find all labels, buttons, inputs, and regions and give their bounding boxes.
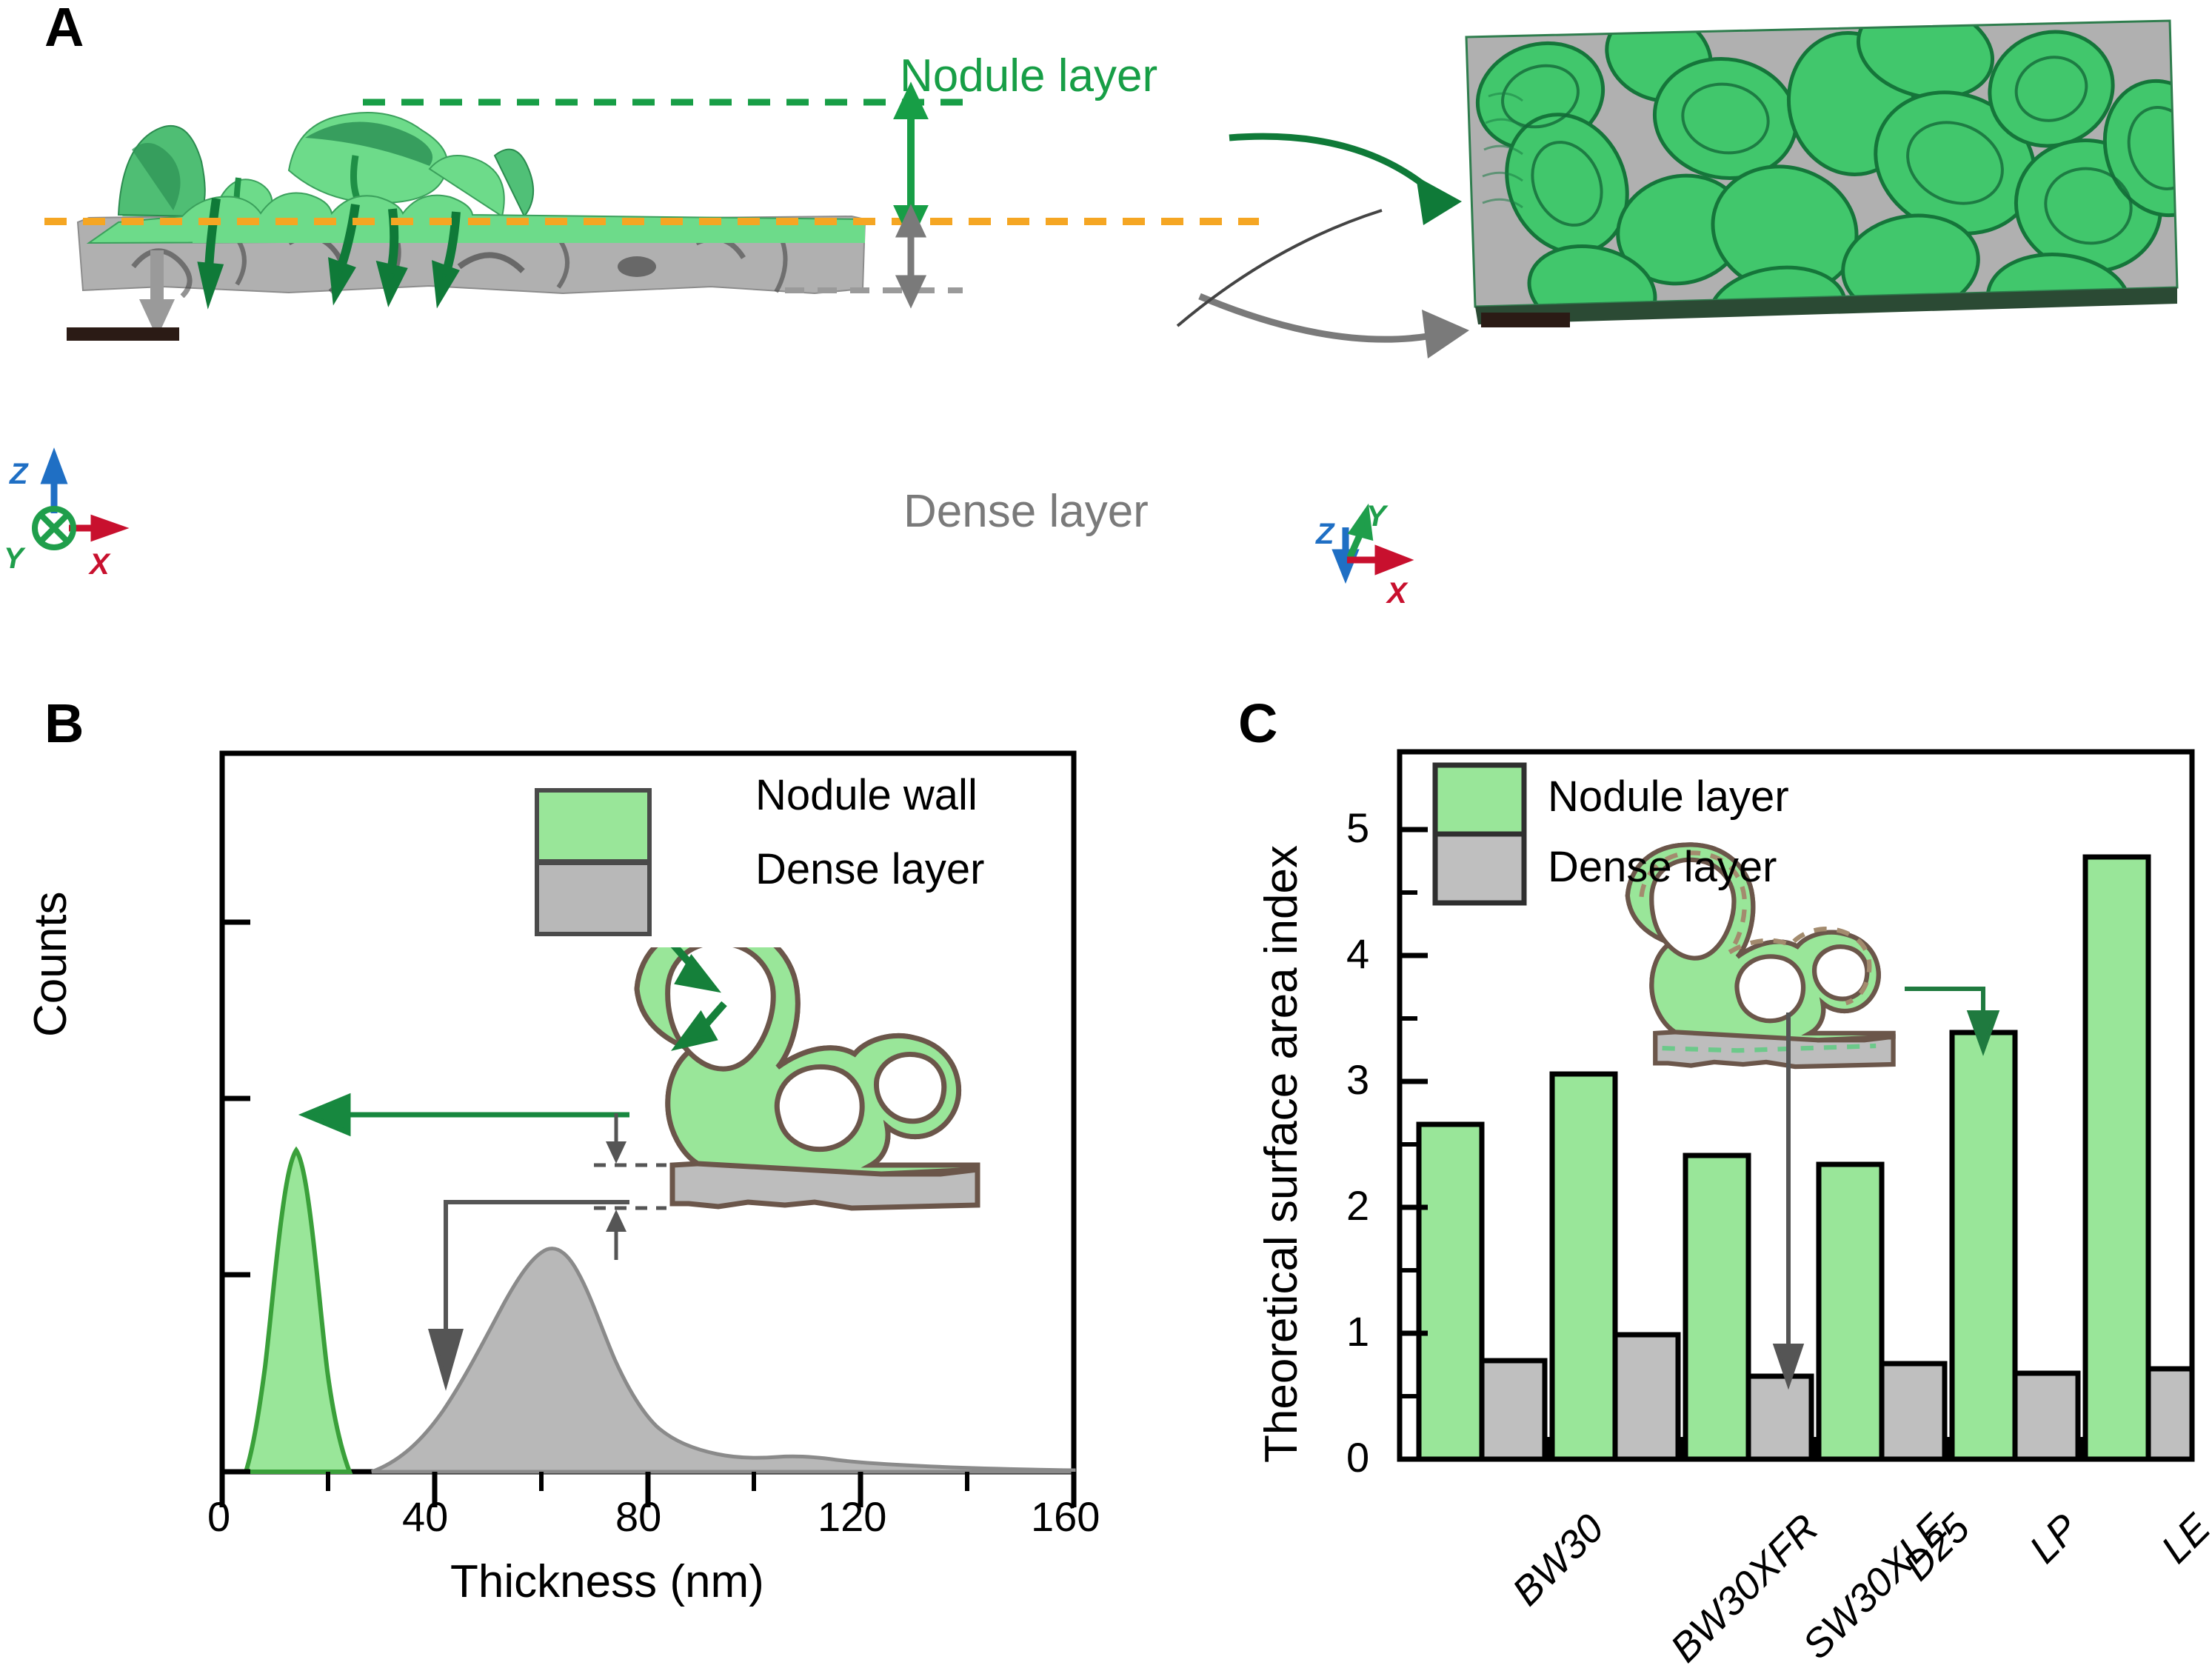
axis-x-label-right: X <box>1386 577 1409 610</box>
bar-nodule-SW30XLE <box>1683 1153 1751 1462</box>
panel-c-ytick-4: 4 <box>1346 930 1370 977</box>
panel-c-bars <box>1416 854 2195 1462</box>
panel-c-ytick-0: 0 <box>1346 1434 1370 1481</box>
legend-swatch-dense-layer-c <box>1432 831 1527 906</box>
bar-dense-BW30 <box>1479 1358 1548 1462</box>
scale-bar-top-view <box>1481 313 1570 327</box>
panel-c-y-minor-ticks <box>1400 890 1417 1398</box>
panel-b-xtick-80: 80 <box>615 1493 662 1540</box>
panel-c-legend-label-nodule-layer: Nodule layer <box>1548 773 1789 821</box>
panel-b-chart <box>219 750 1077 1507</box>
panel-b-inset-schematic <box>594 921 980 1260</box>
bar-dense-SW30XLE <box>1745 1373 1814 1462</box>
panel-c-dense-annotation-arrow <box>1772 1013 1805 1390</box>
panel-c-chart <box>1397 749 2195 1462</box>
panel-c-ytick-1: 1 <box>1346 1308 1370 1355</box>
bar-nodule-D25 <box>1816 1161 1885 1462</box>
dense-layer-annotation-arrow <box>428 1200 629 1391</box>
axis-x-label-left: X <box>88 548 111 581</box>
panel-b-x-major-ticks <box>219 1472 1077 1507</box>
axis-compass-right: Z Y X <box>1315 500 1414 610</box>
panel-c-ytick-2: 2 <box>1346 1182 1370 1229</box>
panel-a-top-view-render <box>1465 19 2179 327</box>
panel-b-letter: B <box>44 693 84 754</box>
bar-nodule-BW30 <box>1416 1121 1485 1462</box>
panel-b-y-axis-title: Counts <box>25 891 76 1037</box>
panel-a-cross-section-render <box>44 81 1259 341</box>
panel-b-legend-label-dense-layer: Dense layer <box>755 845 985 893</box>
panel-c-category-le: LE <box>2153 1505 2212 1572</box>
panel-c-letter: C <box>1238 693 1278 754</box>
bar-nodule-LP <box>1949 1030 2018 1462</box>
bar-nodule-BW30XFR <box>1549 1071 1618 1462</box>
panel-c-category-bw30xfr: BW30XFR <box>1662 1505 1828 1671</box>
panel-b-legend <box>504 776 1055 947</box>
panel-b-xtick-160: 160 <box>1031 1493 1100 1540</box>
panel-c-x-ticks <box>1546 1437 2085 1459</box>
panel-c-category-lp: LP <box>2021 1505 2088 1572</box>
legend-swatch-nodule-wall <box>535 788 652 864</box>
legend-swatch-dense-layer <box>535 861 652 936</box>
axis-y-label-left: Y <box>4 542 26 575</box>
bar-dense-BW30XFR <box>1612 1332 1681 1462</box>
panel-b-x-minor-ticks <box>326 1472 969 1491</box>
panel-b-xtick-0: 0 <box>207 1493 231 1540</box>
bar-dense-LE <box>2145 1366 2195 1462</box>
series-nodule-wall-area <box>242 1146 353 1474</box>
axis-y-label-right: Y <box>1366 500 1389 533</box>
panel-c-legend <box>1432 762 1527 906</box>
panel-c-category-bw30: BW30 <box>1503 1505 1613 1615</box>
panel-c-y-major-ticks <box>1400 827 1428 1462</box>
panel-a-pointer-arrows <box>1176 133 1469 358</box>
panel-c-legend-label-dense-layer: Dense layer <box>1548 843 1777 891</box>
bar-nodule-LE <box>2082 854 2151 1462</box>
bar-dense-D25 <box>1879 1361 1948 1462</box>
panel-b-x-axis-title: Thickness (nm) <box>450 1556 764 1607</box>
nodule-wall-annotation-arrow <box>298 1093 629 1137</box>
dense-layer-flow-arrow <box>139 250 175 338</box>
panel-b-xtick-120: 120 <box>818 1493 887 1540</box>
panel-c-nodule-annotation-arrow <box>1905 987 2000 1056</box>
panel-c-y-axis-title: Theoretical surface area index <box>1256 844 1307 1463</box>
axis-z-label-left: Z <box>9 458 29 490</box>
panel-c-ytick-5: 5 <box>1346 804 1370 851</box>
panel-c-inset-schematic <box>1625 842 1896 1070</box>
legend-swatch-nodule-layer <box>1432 762 1527 837</box>
axis-z-label-right: Z <box>1315 518 1335 550</box>
dense-layer-label: Dense layer <box>903 486 1149 537</box>
panel-a-letter: A <box>44 0 84 58</box>
axis-compass-left: Z X Y <box>4 447 130 581</box>
nodule-layer-label: Nodule layer <box>900 50 1158 101</box>
bar-dense-LP <box>2012 1370 2081 1462</box>
dense-thickness-arrow <box>895 204 927 309</box>
series-dense-layer-area <box>371 1247 1076 1474</box>
panel-c-ytick-3: 3 <box>1346 1056 1370 1103</box>
panel-b-legend-label-nodule-wall: Nodule wall <box>755 771 978 819</box>
inset-dense-thickness-indicator <box>594 1113 666 1260</box>
scale-bar-cross-section <box>67 327 179 341</box>
panel-b-xtick-40: 40 <box>402 1493 449 1540</box>
panel-b-y-ticks <box>222 919 250 1475</box>
